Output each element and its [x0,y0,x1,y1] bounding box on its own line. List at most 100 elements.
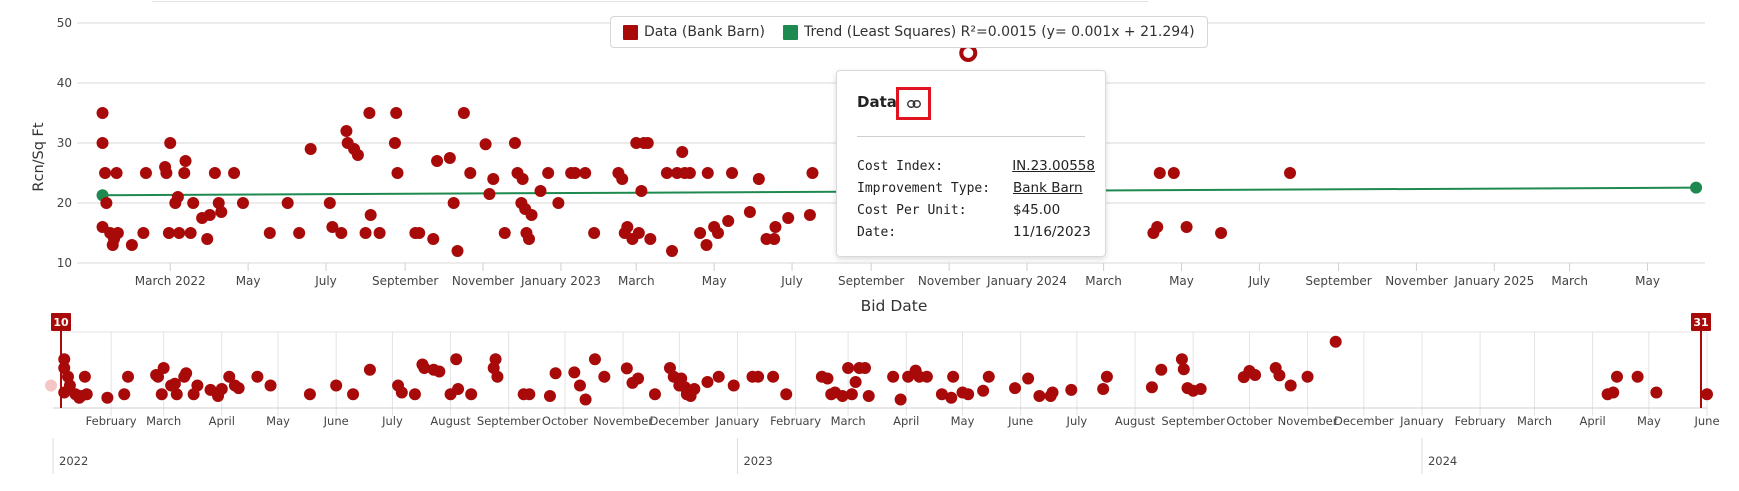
x-axis-label: Bid Date [861,297,928,315]
navigator-point [155,388,168,401]
navigator-month-label: March [1517,414,1552,428]
navigator-point [894,393,907,406]
data-point [179,155,192,167]
data-point [534,185,547,197]
data-point [635,185,648,197]
x-tick-label: January 2025 [1453,274,1534,288]
data-point [164,137,177,149]
y-tick-label: 30 [57,136,72,150]
tooltip-label: Cost Per Unit: [857,202,967,218]
data-point [769,221,782,233]
improvement-type-link[interactable]: Bank Barn [1013,180,1083,196]
legend-item-trend[interactable]: Trend (Least Squares) R²=0.0015 (y= 0.00… [782,24,1195,40]
data-point [483,188,496,200]
data-point [215,206,228,218]
y-axis: 10 20 30 40 50 [57,16,72,270]
navigator-point [395,386,408,399]
navigator-handles[interactable]: 10 31 [45,313,1711,408]
navigator-month-label: January [1399,414,1444,428]
data-series [96,107,1297,257]
data-point [162,227,175,239]
navigator-point [842,362,855,374]
data-point [464,167,477,179]
x-tick-label: January 2024 [986,274,1067,288]
navigator-point [836,390,849,402]
data-point [391,167,404,179]
data-point [1180,221,1193,233]
navigator-point [1301,370,1314,383]
x-tick-label: November [452,274,514,288]
data-point [110,167,123,179]
cost-index-link[interactable]: IN.23.00558 [1012,158,1095,174]
navigator-point [1009,382,1022,395]
navigator-month-label: November [1278,414,1338,428]
navigator-month-label: October [542,414,588,428]
legend-item-data[interactable]: Data (Bank Barn) [623,24,765,40]
legend-swatch-data [623,24,638,40]
highlighted-data-point [959,44,978,62]
navigator-month-label: May [951,414,975,428]
navigator-point [101,391,114,404]
data-point [388,137,401,149]
navigator-point [945,391,958,404]
navigator-right-handle[interactable]: 31 [1691,313,1711,408]
navigator-point [588,353,601,366]
navigator-point [947,370,960,383]
data-point [228,167,241,179]
navigator-month-label: September [477,414,541,428]
navigator-point [935,388,948,401]
navigator-point [80,388,93,401]
navigator-point [168,377,181,390]
data-point [390,107,403,119]
navigator-month-label: July [381,414,403,428]
navigator-point [1631,370,1644,383]
navigator-point [1607,386,1620,399]
data-point [508,137,521,149]
navigator-point [78,370,91,383]
navigator-point [180,367,193,380]
tooltip-label: Cost Index: [857,158,944,174]
navigator-point [491,370,504,383]
data-point [806,167,819,179]
x-tick-label: May [1169,274,1194,288]
navigator-point [223,370,236,383]
data-point [1215,227,1228,239]
link-icon [906,99,921,108]
tooltip-row-date: Date: 11/16/2023 [857,221,1095,243]
navigator-point [433,365,446,378]
tooltip-link-button[interactable] [896,87,931,120]
navigator-point [303,388,316,401]
navigator-point [573,379,586,392]
navigator-point [648,388,661,401]
data-point [579,167,592,179]
data-point [281,197,294,209]
data-point [479,138,492,151]
data-point [184,227,197,239]
navigator-month-label: December [650,414,710,428]
navigator-point [1273,369,1286,382]
navigator-point [887,370,900,383]
navigator-month-label: March [831,414,866,428]
data-point [359,227,372,239]
navigator-chart[interactable]: February March April May June July August Septe… [0,310,1739,491]
tooltip-label: Date: [857,224,897,240]
navigator-month-label: September [1161,414,1225,428]
tooltip-row-cost-index: Cost Index: IN.23.00558 [857,155,1095,177]
y-tick-label: 50 [57,16,72,30]
data-point [160,167,173,179]
x-tick-label: July [1248,274,1271,288]
data-point [96,137,109,149]
x-tick-label: September [1305,274,1371,288]
data-point [173,227,186,239]
navigator-left-handle[interactable]: 10 [51,313,71,408]
data-point [187,197,200,209]
navigator-month-label: June [1693,414,1719,428]
navigator-point [122,370,135,383]
data-point [99,167,112,179]
data-point [326,221,339,233]
navigator-point [845,388,858,401]
navigator-point [962,388,975,401]
navigator-month-label: May [266,414,290,428]
data-point [722,215,735,227]
navigator-point [1175,353,1188,366]
